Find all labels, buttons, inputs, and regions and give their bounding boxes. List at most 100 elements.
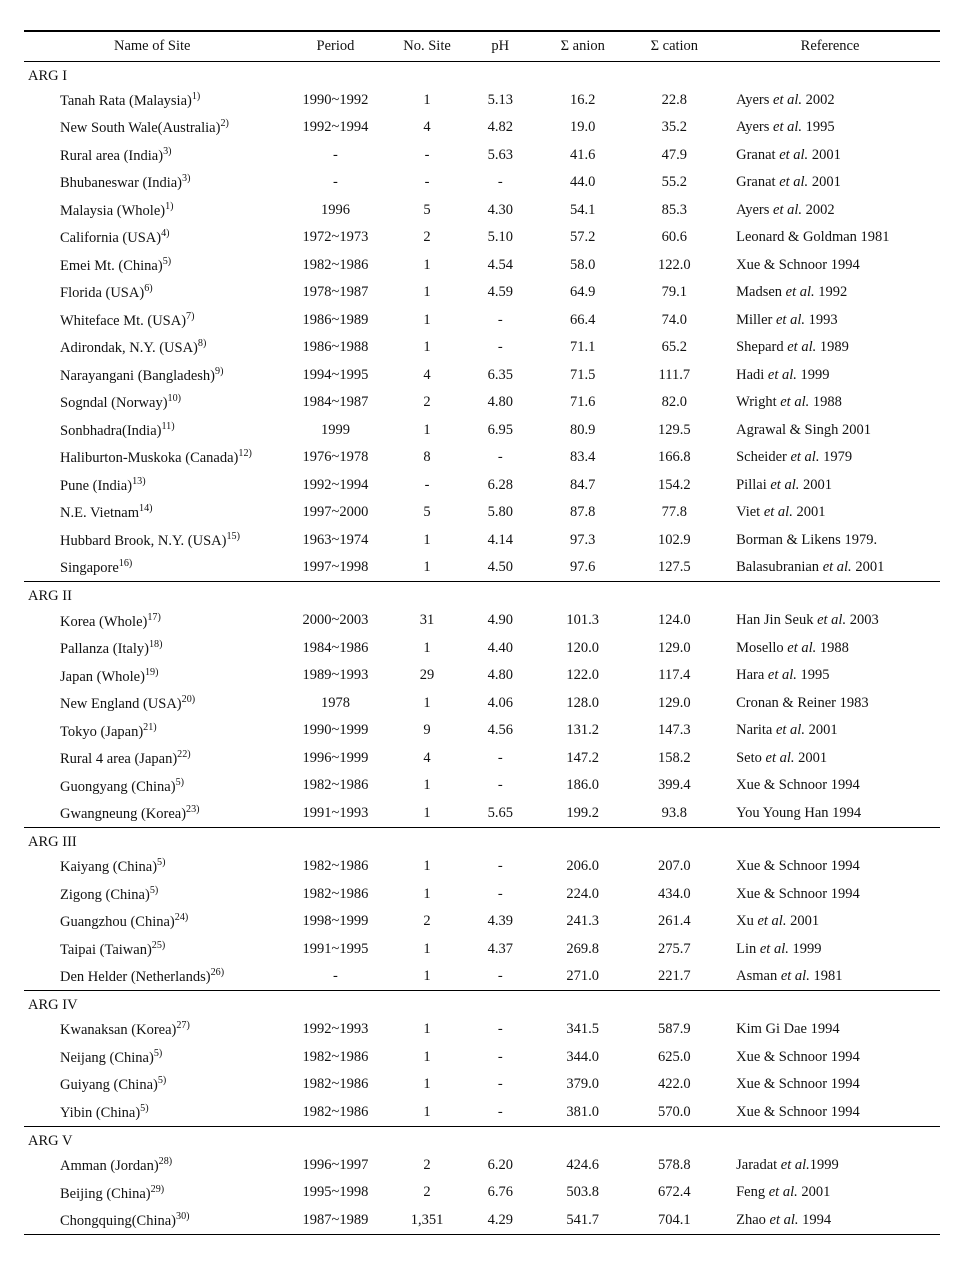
- cell-period: 1987~1989: [280, 1207, 390, 1235]
- cell-ph: 6.35: [464, 361, 537, 389]
- cell-nosite: 5: [390, 196, 463, 224]
- col-site: Name of Site: [24, 31, 280, 61]
- table-row: Tokyo (Japan)21)1990~199994.56131.2147.3…: [24, 717, 940, 745]
- table-row: Tanah Rata (Malaysia)1)1990~199215.1316.…: [24, 86, 940, 114]
- site-name: Yibin (China): [60, 1105, 140, 1121]
- ref-pre: Seto: [736, 750, 765, 766]
- table-row: Sogndal (Norway)10)1984~198724.8071.682.…: [24, 389, 940, 417]
- cell-anion: 41.6: [537, 141, 629, 169]
- cell-reference: Zhao et al. 1994: [720, 1207, 940, 1235]
- cell-anion: 87.8: [537, 499, 629, 527]
- cell-anion: 58.0: [537, 251, 629, 279]
- ref-pre: Xu: [736, 913, 757, 929]
- cell-cation: 129.0: [629, 690, 721, 718]
- site-footnote: 1): [165, 201, 173, 212]
- cell-period: 2000~2003: [280, 607, 390, 635]
- table-header-row: Name of Site Period No. Site pH Σ anion …: [24, 31, 940, 61]
- ref-etal: et al.: [786, 284, 815, 300]
- cell-site: Guiyang (China)5): [24, 1071, 280, 1099]
- cell-period: 1996~1999: [280, 745, 390, 773]
- ref-etal: et al.: [781, 968, 810, 984]
- ref-etal: et al.: [823, 559, 852, 575]
- cell-nosite: 2: [390, 389, 463, 417]
- cell-nosite: 1,351: [390, 1207, 463, 1235]
- cell-reference: Jaradat et al.1999: [720, 1152, 940, 1180]
- ref-etal: et al.: [770, 1212, 799, 1228]
- site-name: Neijang (China): [60, 1050, 154, 1066]
- site-name: Tanah Rata (Malaysia): [60, 93, 192, 109]
- site-name: Chongquing(China): [60, 1213, 176, 1229]
- site-name: N.E. Vietnam: [60, 505, 139, 521]
- table-row: Kaiyang (China)5)1982~19861-206.0207.0Xu…: [24, 853, 940, 881]
- col-nosite: No. Site: [390, 31, 463, 61]
- cell-period: 1994~1995: [280, 361, 390, 389]
- cell-nosite: 4: [390, 114, 463, 142]
- cell-cation: 578.8: [629, 1152, 721, 1180]
- ref-etal: et al.: [764, 504, 793, 520]
- ref-pre: Granat: [736, 174, 779, 190]
- cell-nosite: 1: [390, 526, 463, 554]
- ref-pre: Shepard: [736, 339, 787, 355]
- cell-ph: -: [464, 334, 537, 362]
- ref-etal: et al.: [773, 202, 802, 218]
- cell-reference: Hara et al. 1995: [720, 662, 940, 690]
- cell-cation: 422.0: [629, 1071, 721, 1099]
- cell-anion: 71.6: [537, 389, 629, 417]
- cell-reference: Kim Gi Dae 1994: [720, 1016, 940, 1044]
- cell-anion: 54.1: [537, 196, 629, 224]
- cell-cation: 166.8: [629, 444, 721, 472]
- site-name: Kaiyang (China): [60, 859, 157, 875]
- ref-etal: et al.: [781, 1157, 810, 1173]
- table-row: Yibin (China)5)1982~19861-381.0570.0Xue …: [24, 1098, 940, 1126]
- cell-cation: 79.1: [629, 279, 721, 307]
- site-name: Emei Mt. (China): [60, 258, 163, 274]
- ref-etal: et al.: [779, 174, 808, 190]
- site-footnote: 18): [149, 639, 163, 650]
- cell-reference: Balasubranian et al. 2001: [720, 554, 940, 582]
- table-row: Florida (USA)6)1978~198714.5964.979.1Mad…: [24, 279, 940, 307]
- table-row: N.E. Vietnam14)1997~200055.8087.877.8Vie…: [24, 499, 940, 527]
- cell-reference: Viet et al. 2001: [720, 499, 940, 527]
- cell-cation: 74.0: [629, 306, 721, 334]
- cell-cation: 47.9: [629, 141, 721, 169]
- cell-ph: -: [464, 169, 537, 197]
- cell-ph: -: [464, 1071, 537, 1099]
- cell-reference: Xue & Schnoor 1994: [720, 1098, 940, 1126]
- ref-pre: Xue & Schnoor 1994: [736, 257, 860, 273]
- cell-nosite: -: [390, 169, 463, 197]
- ref-post: 2001: [793, 504, 826, 520]
- ref-post: 1981: [810, 968, 843, 984]
- cell-nosite: 2: [390, 1152, 463, 1180]
- cell-site: Malaysia (Whole)1): [24, 196, 280, 224]
- cell-ph: 5.10: [464, 224, 537, 252]
- ref-post: 2001: [805, 722, 838, 738]
- site-name: Amman (Jordan): [60, 1158, 159, 1174]
- cell-period: 1992~1994: [280, 471, 390, 499]
- table-row: Pallanza (Italy)18)1984~198614.40120.012…: [24, 635, 940, 663]
- site-name: Gwangneung (Korea): [60, 806, 186, 822]
- cell-reference: Feng et al. 2001: [720, 1179, 940, 1207]
- section-header: ARG III: [24, 828, 940, 853]
- cell-reference: Granat et al. 2001: [720, 141, 940, 169]
- ref-pre: Ayers: [736, 119, 773, 135]
- cell-ph: -: [464, 444, 537, 472]
- cell-nosite: -: [390, 141, 463, 169]
- cell-period: -: [280, 169, 390, 197]
- cell-nosite: 29: [390, 662, 463, 690]
- cell-site: Pune (India)13): [24, 471, 280, 499]
- cell-site: Hubbard Brook, N.Y. (USA)15): [24, 526, 280, 554]
- ref-pre: Lin: [736, 941, 760, 957]
- ref-pre: You Young Han 1994: [736, 805, 861, 821]
- cell-site: Japan (Whole)19): [24, 662, 280, 690]
- site-footnote: 26): [211, 967, 225, 978]
- table-row: Neijang (China)5)1982~19861-344.0625.0Xu…: [24, 1043, 940, 1071]
- cell-ph: 4.30: [464, 196, 537, 224]
- cell-anion: 341.5: [537, 1016, 629, 1044]
- cell-anion: 199.2: [537, 800, 629, 828]
- cell-ph: 5.65: [464, 800, 537, 828]
- cell-nosite: 1: [390, 1016, 463, 1044]
- site-name: Bhubaneswar (India): [60, 175, 182, 191]
- site-name: Singapore: [60, 560, 119, 576]
- cell-anion: 269.8: [537, 935, 629, 963]
- cell-site: Den Helder (Netherlands)26): [24, 963, 280, 991]
